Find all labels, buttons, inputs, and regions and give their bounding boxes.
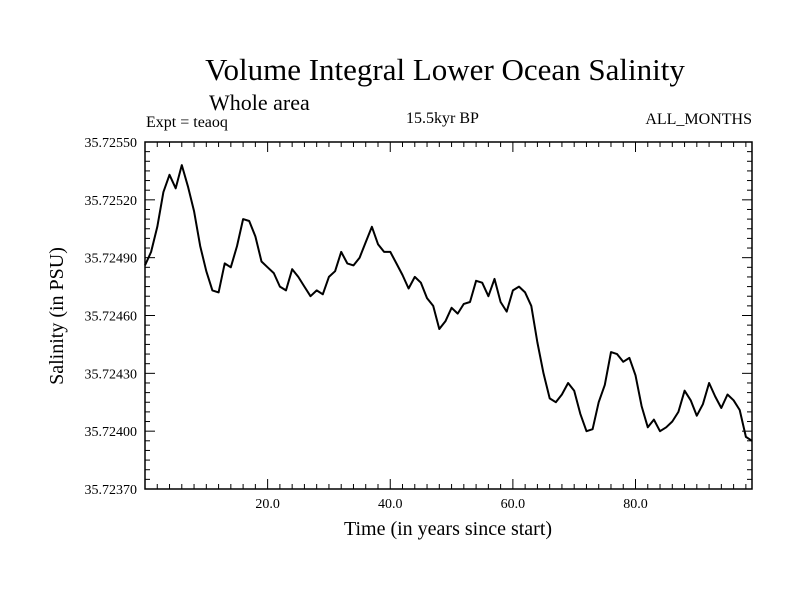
x-tick-label: 40.0 xyxy=(378,497,403,512)
y-tick-label: 35.72520 xyxy=(85,194,138,209)
x-tick-label: 20.0 xyxy=(255,497,280,512)
chart-title: Volume Integral Lower Ocean Salinity xyxy=(205,52,685,87)
y-tick-label: 35.72460 xyxy=(85,310,138,325)
salinity-series-line xyxy=(144,164,753,442)
tick-marks xyxy=(145,141,752,490)
period-label: 15.5kyr BP xyxy=(406,110,479,127)
x-tick-label: 80.0 xyxy=(623,497,648,512)
y-tick-label: 35.72490 xyxy=(85,252,138,267)
experiment-label: Expt = teaoq xyxy=(146,114,228,131)
months-label: ALL_MONTHS xyxy=(645,111,752,128)
plot-frame xyxy=(144,141,753,490)
y-tick-label: 35.72430 xyxy=(85,367,138,382)
x-tick-label: 60.0 xyxy=(501,497,526,512)
y-axis-label: Salinity (in PSU) xyxy=(46,247,68,385)
y-tick-label: 35.72370 xyxy=(85,483,138,498)
x-axis-label: Time (in years since start) xyxy=(344,518,552,540)
tick-labels: 20.0 40.0 60.0 80.0 35.72370 35.72400 35.72430… xyxy=(85,136,648,512)
chart-subtitle: Whole area xyxy=(209,90,310,115)
y-tick-label: 35.72550 xyxy=(85,136,138,151)
y-tick-label: 35.72400 xyxy=(85,425,138,440)
